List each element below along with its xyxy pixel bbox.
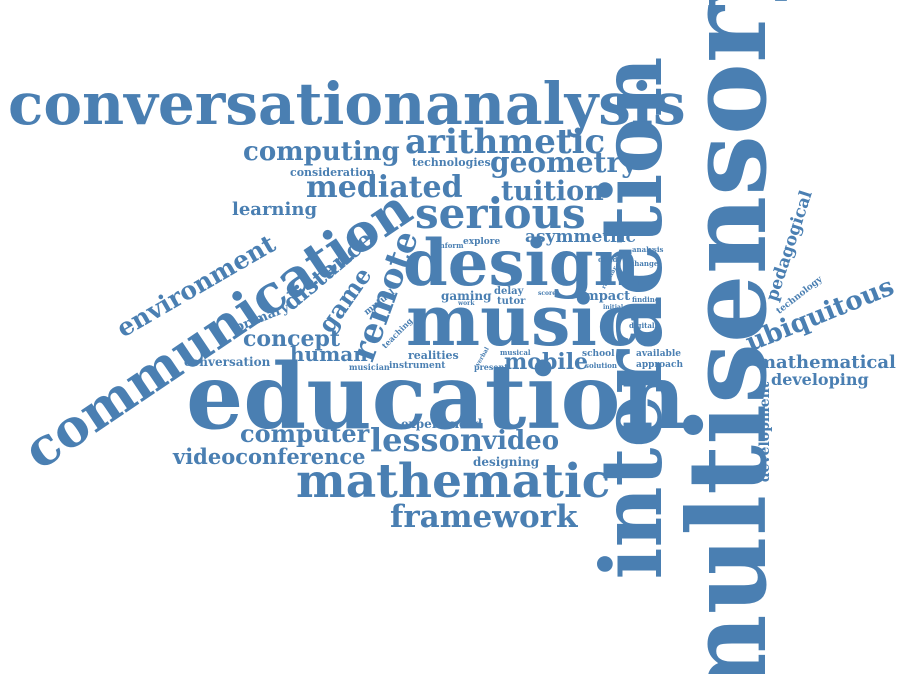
- word-education: education: [186, 344, 686, 450]
- word-human: human: [290, 342, 368, 366]
- word-consideration: consideration: [290, 166, 375, 179]
- word-technologies: technologies: [412, 156, 491, 169]
- word-serious: serious: [415, 189, 586, 238]
- word-finding: finding: [632, 295, 660, 304]
- word-gaming: gaming: [441, 289, 492, 303]
- word-mathematical: mathematical: [757, 352, 896, 373]
- word-instrument: instrument: [389, 361, 446, 371]
- word-impact: impact: [580, 289, 631, 304]
- word-present: present: [474, 362, 509, 372]
- word-mathematic: mathematic: [296, 454, 611, 509]
- word-approach: approach: [636, 360, 684, 370]
- word-delay: delay: [494, 286, 524, 297]
- word-mediated: mediated: [306, 170, 463, 205]
- word-mobile: mobile: [504, 349, 589, 375]
- word-tutor: tutor: [497, 296, 526, 307]
- word-arithmetic: arithmetic: [405, 122, 606, 162]
- word-analysis: analysis: [632, 245, 664, 254]
- word-computing: computing: [243, 137, 400, 167]
- word-geometry: geometry: [490, 146, 638, 179]
- word-change: change: [630, 259, 659, 268]
- word-computer: computer: [240, 419, 370, 448]
- word-musician: musician: [349, 362, 390, 372]
- word-work: work: [458, 300, 475, 307]
- word-musical: musical: [500, 348, 531, 357]
- word-experienced: experienced: [401, 417, 483, 431]
- word-concept: concept: [243, 326, 341, 352]
- word-design: design: [403, 226, 641, 301]
- word-framework: framework: [390, 499, 578, 535]
- word-designing: designing: [473, 455, 540, 469]
- word-learning: learning: [232, 199, 318, 220]
- word-video: video: [482, 426, 560, 456]
- word-conversation: conversation: [184, 355, 271, 369]
- word-tuition: tuition: [501, 176, 604, 207]
- word-available: available: [636, 349, 681, 359]
- word-development: development: [757, 381, 773, 483]
- word-realities: realities: [408, 349, 459, 362]
- word-developing: developing: [771, 370, 869, 389]
- word-asymmetric: asymmetric: [525, 227, 636, 247]
- word-lesson: lesson: [370, 421, 484, 459]
- word-inform: inform: [437, 241, 464, 250]
- word-school: school: [582, 349, 615, 359]
- word-child: child: [598, 255, 618, 264]
- word-music: music: [406, 279, 640, 362]
- word-conversationanalysis: conversationanalysis: [8, 70, 686, 138]
- word-initial: initial: [603, 304, 624, 311]
- word-explore: explore: [463, 237, 501, 247]
- word-score: score: [538, 290, 557, 297]
- word-solution: solution: [585, 361, 618, 370]
- word-videoconference: videoconference: [173, 444, 366, 469]
- word-digital: digital: [629, 321, 655, 330]
